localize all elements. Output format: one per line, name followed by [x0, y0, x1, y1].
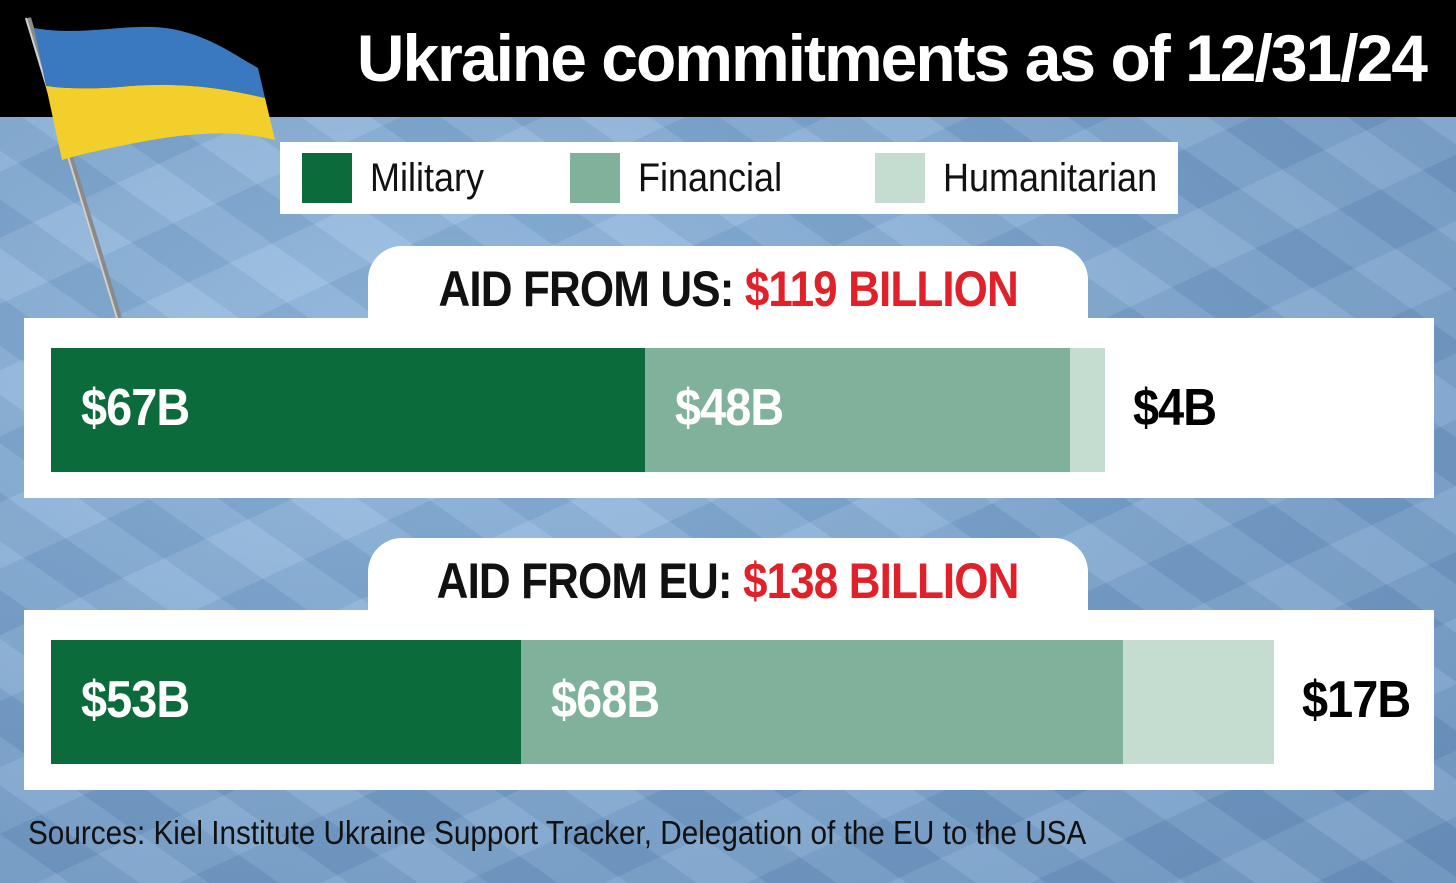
us-heading-label: AID FROM US: — [438, 261, 745, 317]
us-bar-humanitarian — [1069, 348, 1106, 472]
legend-label-humanitarian: Humanitarian — [943, 155, 1158, 200]
eu-bar-humanitarian — [1123, 640, 1274, 764]
us-bar-financial — [644, 348, 1070, 472]
us-label-military: $67B — [81, 379, 190, 437]
eu-label-military: $53B — [81, 671, 190, 729]
eu-heading-tab: AID FROM EU: $138 BILLION — [368, 538, 1088, 614]
legend-item-humanitarian: Humanitarian — [875, 153, 1181, 203]
eu-total: $138 BILLION — [743, 553, 1019, 609]
us-label-financial: $48B — [674, 379, 784, 437]
us-label-humanitarian: $4B — [1133, 379, 1217, 437]
legend: Military Financial Humanitarian — [280, 142, 1178, 214]
legend-item-military: Military — [302, 153, 497, 203]
ukraine-flag-icon — [25, 17, 275, 329]
source-note: Sources: Kiel Institute Ukraine Support … — [28, 814, 1087, 851]
us-bar-military — [51, 348, 645, 472]
eu-bar-military — [51, 640, 521, 764]
legend-swatch-military — [302, 153, 352, 203]
legend-swatch-financial — [570, 153, 620, 203]
us-heading-tab: AID FROM US: $119 BILLION — [368, 246, 1088, 322]
eu-heading: AID FROM EU: $138 BILLION — [437, 552, 1020, 610]
chart-title: Ukraine commitments as of 12/31/24 — [356, 21, 1428, 95]
eu-label-financial: $68B — [550, 671, 660, 729]
eu-panel: $53B $68B $17B — [24, 610, 1434, 790]
us-panel: $67B $48B $4B — [24, 318, 1434, 498]
legend-swatch-humanitarian — [875, 153, 925, 203]
eu-bar-financial — [520, 640, 1124, 764]
eu-heading-label: AID FROM EU: — [437, 553, 744, 609]
eu-label-humanitarian: $17B — [1301, 671, 1411, 729]
us-heading: AID FROM US: $119 BILLION — [438, 260, 1019, 318]
legend-label-financial: Financial — [638, 155, 783, 200]
legend-label-military: Military — [370, 155, 485, 200]
us-total: $119 BILLION — [744, 261, 1019, 317]
legend-item-financial: Financial — [570, 153, 798, 203]
